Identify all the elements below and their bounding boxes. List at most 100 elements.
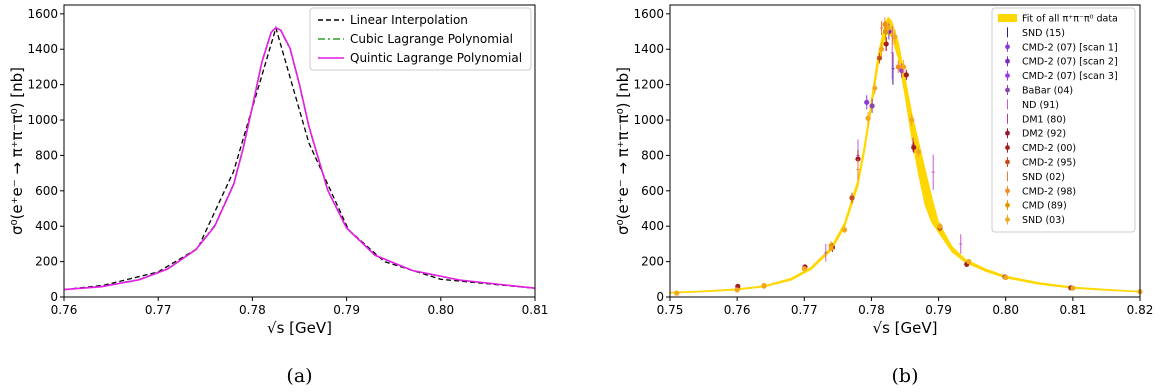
legend-swatch xyxy=(998,14,1017,22)
x-tick-label: 0.77 xyxy=(145,303,172,317)
y-tick-label: 1200 xyxy=(633,78,664,92)
data-point xyxy=(892,34,898,40)
x-tick-label: 0.80 xyxy=(427,303,454,317)
legend-label: Quintic Lagrange Polynomial xyxy=(350,51,522,65)
data-point xyxy=(903,72,909,78)
legend-marker xyxy=(1005,130,1010,136)
data-point xyxy=(864,99,870,105)
x-tick-label: 0.79 xyxy=(333,303,360,317)
data-point xyxy=(911,144,917,151)
x-tick-label: 0.79 xyxy=(925,303,952,317)
data-point xyxy=(849,195,855,201)
data-point xyxy=(841,227,848,233)
y-tick-label: 600 xyxy=(641,184,664,198)
legend-label: Linear Interpolation xyxy=(350,13,468,27)
y-tick-label: 1200 xyxy=(27,78,58,92)
x-tick-label: 0.76 xyxy=(724,303,751,317)
x-tick-label: 0.81 xyxy=(522,303,549,317)
panel-a-ticks: 0.76 0.77 0.78 0.79 0.80 0.81 0 200 400 600 800 100… xyxy=(27,7,548,317)
panel-b-axes-frame xyxy=(669,4,1141,298)
legend-label: SND (15) xyxy=(1022,28,1065,39)
y-tick-label: 600 xyxy=(35,184,58,198)
legend-label: CMD (89) xyxy=(1022,201,1067,212)
x-tick-label: 0.78 xyxy=(239,303,266,317)
panel-a-y-axis-label: σ⁰(e⁺e⁻ → π⁺π⁻π⁰) [nb] xyxy=(8,67,26,235)
data-point xyxy=(801,266,807,272)
legend-label: BaBar (04) xyxy=(1022,86,1073,97)
panel-a-caption: (a) xyxy=(286,365,312,387)
legend-box xyxy=(991,7,1136,233)
x-tick-label: 0.77 xyxy=(791,303,818,317)
legend-marker xyxy=(1005,202,1010,208)
panel-b-y-axis-label: σ⁰(e⁺e⁻ → π⁺π⁻π⁰) [nb] xyxy=(614,67,632,235)
legend-marker xyxy=(1005,87,1010,93)
data-point xyxy=(734,287,740,293)
data-point xyxy=(872,85,878,91)
legend-marker xyxy=(1005,217,1010,223)
legend-marker xyxy=(1005,58,1010,64)
y-tick-label: 1600 xyxy=(27,7,58,21)
data-point xyxy=(882,21,888,28)
legend-label: DM1 (80) xyxy=(1022,114,1066,125)
panel-b-x-axis-label: √s [GeV] xyxy=(873,319,938,337)
panel-b-chart: 0.75 0.76 0.77 0.78 0.79 0.80 0.81 0.82 0 200 400 6… xyxy=(614,4,1153,387)
data-point xyxy=(883,41,889,47)
data-point xyxy=(761,282,767,289)
legend-marker xyxy=(1005,188,1010,194)
legend-label: CMD-2 (07) [scan 3] xyxy=(1022,71,1118,82)
x-tick-label: 0.76 xyxy=(51,303,78,317)
legend-marker xyxy=(1005,44,1010,50)
panel-a-chart: 0.76 0.77 0.78 0.79 0.80 0.81 0 200 400 600 800 100… xyxy=(8,4,548,387)
y-tick-label: 400 xyxy=(35,219,58,233)
data-point xyxy=(895,64,901,70)
y-tick-label: 1000 xyxy=(27,113,58,127)
data-point xyxy=(915,149,922,155)
data-point xyxy=(937,223,943,229)
legend-box xyxy=(309,7,532,71)
legend-marker xyxy=(1005,73,1010,78)
data-point xyxy=(901,64,907,70)
panel-a-x-axis-label: √s [GeV] xyxy=(267,319,332,337)
data-point xyxy=(878,46,885,52)
data-point xyxy=(869,103,875,109)
data-point xyxy=(1070,285,1076,291)
y-tick-label: 0 xyxy=(50,290,58,304)
panel-b-ticks: 0.75 0.76 0.77 0.78 0.79 0.80 0.81 0.82 0 200 400 6… xyxy=(633,7,1153,317)
legend-label: CMD-2 (07) [scan 1] xyxy=(1022,42,1118,53)
data-point xyxy=(885,25,891,31)
data-point xyxy=(674,290,680,296)
legend-label: CMD-2 (00) xyxy=(1022,143,1076,154)
panel-b-caption: (b) xyxy=(892,365,919,387)
y-tick-label: 200 xyxy=(641,255,664,269)
y-tick-label: 1400 xyxy=(633,42,664,56)
data-point xyxy=(966,259,972,265)
legend-label: ND (91) xyxy=(1022,100,1059,111)
legend-marker xyxy=(1005,145,1010,151)
data-point xyxy=(876,55,883,61)
y-tick-label: 1600 xyxy=(633,7,664,21)
legend-label: SND (02) xyxy=(1022,172,1065,183)
x-tick-label: 0.81 xyxy=(1059,303,1086,317)
y-tick-label: 800 xyxy=(641,148,664,162)
data-point xyxy=(1003,274,1009,281)
legend-label: CMD-2 (95) xyxy=(1022,158,1076,169)
data-point xyxy=(828,245,834,251)
y-tick-label: 800 xyxy=(35,148,58,162)
x-tick-label: 0.82 xyxy=(1127,303,1154,317)
x-tick-label: 0.78 xyxy=(858,303,885,317)
series-line-quintic-lagrange-polynomial xyxy=(63,26,536,291)
legend-label: CMD-2 (07) [scan 2] xyxy=(1022,57,1118,68)
x-tick-label: 0.80 xyxy=(992,303,1019,317)
panel-a-plot-area xyxy=(63,25,536,291)
y-tick-label: 1400 xyxy=(27,42,58,56)
legend-label: CMD-2 (98) xyxy=(1022,186,1076,197)
panel-a-legend: Linear Interpolation Cubic Lagrange Polyn… xyxy=(309,7,532,71)
legend-label: Cubic Lagrange Polynomial xyxy=(350,32,513,46)
panel-b-legend: Fit of all π⁺π⁻π⁰ data SND (15) CMD-2 (07)… xyxy=(991,7,1136,233)
legend-label: Fit of all π⁺π⁻π⁰ data xyxy=(1022,14,1118,25)
data-point xyxy=(865,115,871,121)
data-point xyxy=(909,117,915,123)
data-point xyxy=(855,156,861,162)
y-tick-label: 1000 xyxy=(633,113,664,127)
